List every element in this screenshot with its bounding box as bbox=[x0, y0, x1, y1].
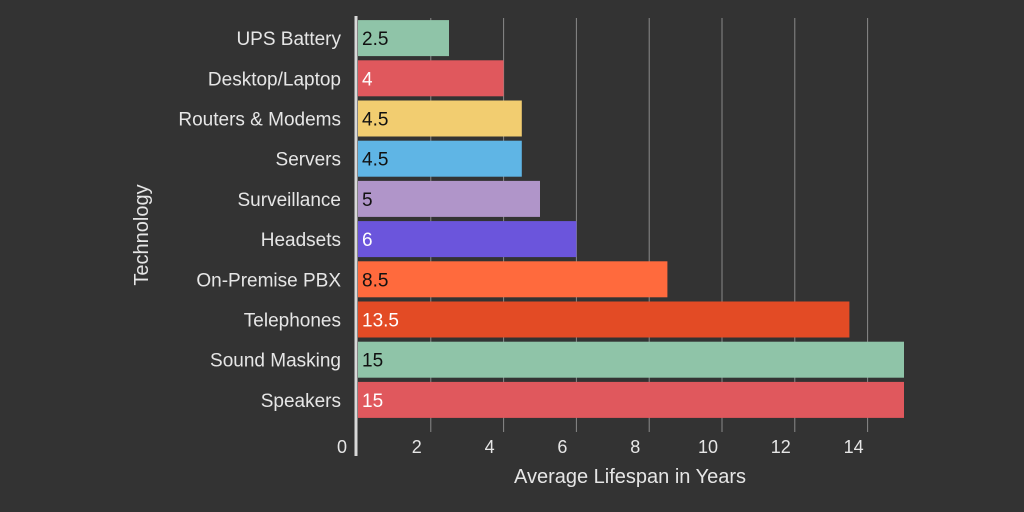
bar bbox=[358, 381, 904, 418]
x-tick-labels: 0 2 4 6 8 10 12 14 bbox=[337, 437, 864, 457]
category-label: Routers & Modems bbox=[178, 110, 341, 131]
y-axis-title: Technology bbox=[131, 184, 153, 285]
category-label: Telephones bbox=[244, 311, 341, 332]
bar-value-label: 2.5 bbox=[362, 29, 388, 50]
category-label: Surveillance bbox=[238, 190, 342, 211]
bar-value-label: 6 bbox=[362, 230, 373, 251]
x-tick-label: 14 bbox=[844, 437, 864, 457]
category-label: UPS Battery bbox=[236, 29, 341, 50]
bar-value-label: 15 bbox=[362, 351, 383, 372]
bar bbox=[358, 60, 504, 97]
bar bbox=[358, 20, 449, 57]
category-label: On-Premise PBX bbox=[196, 270, 341, 291]
bar-value-label: 8.5 bbox=[362, 270, 388, 291]
bar-value-label: 13.5 bbox=[362, 311, 399, 332]
x-tick-label: 2 bbox=[412, 437, 422, 457]
category-label: Headsets bbox=[261, 230, 341, 251]
x-tick-label: 8 bbox=[630, 437, 640, 457]
bar-value-label: 4.5 bbox=[362, 150, 388, 171]
x-axis-title: Average Lifespan in Years bbox=[514, 466, 746, 488]
bar bbox=[358, 180, 540, 217]
bar bbox=[358, 261, 668, 298]
category-labels: UPS Battery Desktop/Laptop Routers & Modem… bbox=[178, 29, 341, 412]
x-tick-label: 6 bbox=[557, 437, 567, 457]
bar bbox=[358, 341, 904, 378]
x-tick-label: 12 bbox=[771, 437, 791, 457]
category-label: Desktop/Laptop bbox=[208, 69, 341, 90]
bar bbox=[358, 221, 577, 258]
bar bbox=[358, 100, 522, 137]
bar-value-label: 4 bbox=[362, 69, 373, 90]
bar bbox=[358, 140, 522, 177]
x-tick-label: 10 bbox=[698, 437, 718, 457]
bar bbox=[358, 301, 850, 338]
bars bbox=[358, 20, 904, 418]
x-tick-label: 0 bbox=[337, 437, 347, 457]
category-label: Sound Masking bbox=[210, 351, 341, 372]
bar-value-label: 5 bbox=[362, 190, 373, 211]
bar-value-label: 15 bbox=[362, 391, 383, 412]
bar-value-labels: 2.5 4 4.5 4.5 5 6 8.5 13.5 15 15 bbox=[362, 29, 399, 412]
category-label: Servers bbox=[276, 150, 341, 171]
category-label: Speakers bbox=[261, 391, 341, 412]
bar-value-label: 4.5 bbox=[362, 110, 388, 131]
x-tick-label: 4 bbox=[485, 437, 495, 457]
